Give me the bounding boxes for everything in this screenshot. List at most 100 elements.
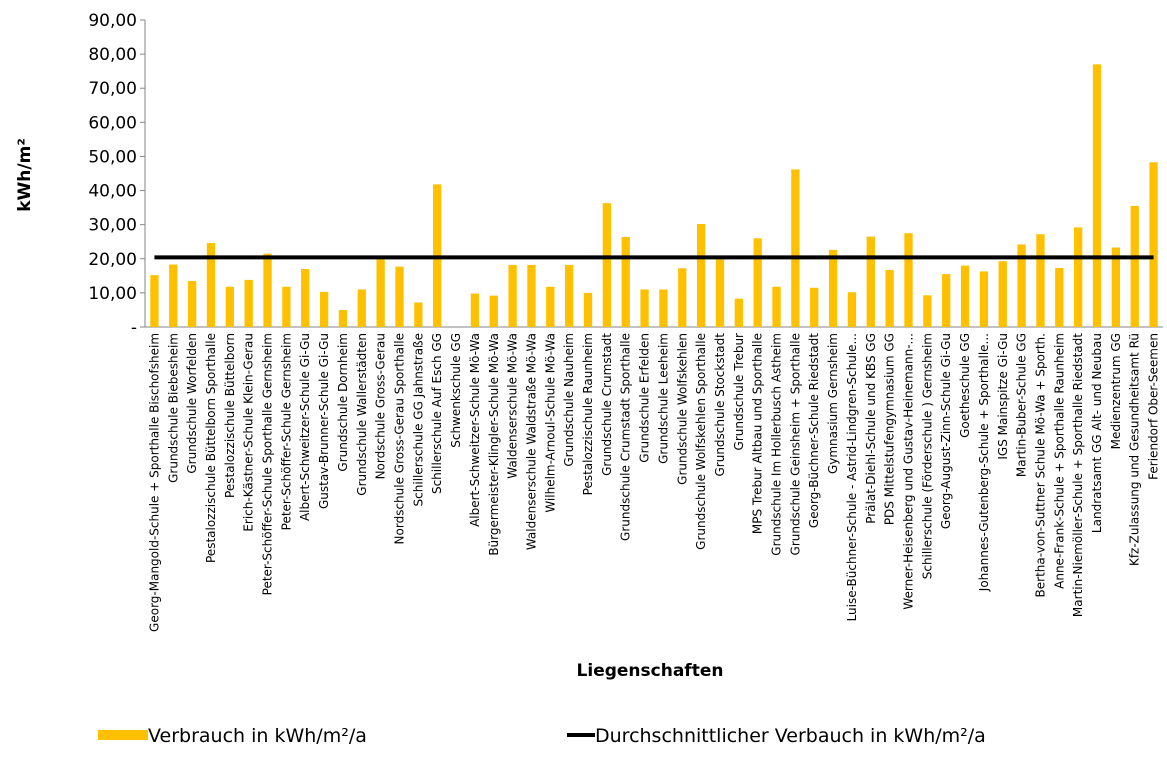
y-tick-label: 50,00	[88, 147, 137, 167]
bar	[1036, 234, 1045, 327]
bar	[678, 268, 687, 327]
bar	[357, 289, 366, 327]
x-tick-label: Grundschule Worfelden	[185, 333, 199, 474]
bar	[565, 264, 574, 327]
bar	[489, 295, 498, 327]
bar	[998, 261, 1007, 327]
x-tick-label: Grundschule Leeheim	[656, 333, 670, 464]
x-tick-label: Grundschule Wolfskehlen	[675, 333, 689, 485]
x-tick-label: Martin-Niemöller-Schule + Sporthalle Rie…	[1071, 333, 1085, 617]
bar	[904, 233, 913, 327]
x-tick-label: Gustav-Brunner-Schule Gi-Gu	[317, 333, 331, 509]
x-tick-label: Grundschule Wolfskehlen Sporthalle	[694, 333, 708, 550]
legend-swatch	[98, 730, 148, 740]
bar	[527, 264, 536, 327]
y-tick-label: 90,00	[88, 11, 137, 31]
bar	[979, 271, 989, 327]
y-tick-label: -	[131, 318, 137, 338]
bar	[395, 266, 404, 327]
x-tick-label: Waldenserschule Mö-Wa	[506, 333, 520, 479]
legend-label: Durchschnittlicher Verbauch in kWh/m²/a	[595, 725, 986, 747]
bar	[753, 238, 762, 327]
x-tick-label: Nordschule Gross-Gerau	[374, 333, 388, 479]
x-tick-label: Goetheschule GG	[958, 333, 972, 438]
x-tick-label: Albert-Schweitzer-Schule Gi-Gu	[298, 333, 312, 521]
x-tick-label: Anne-Frank-Schule + Sporthalle Raunheim	[1052, 333, 1066, 589]
x-tick-label: Pestalozzischule Büttelborn	[223, 333, 237, 498]
bar	[1055, 267, 1064, 327]
bar	[715, 259, 725, 327]
x-tick-label: Medienzentrum GG	[1109, 333, 1123, 449]
x-tick-label: Schillerschule GG Jahnstraße	[411, 333, 425, 506]
x-tick-label: Peter-Schöffer-Schule Sporthalle Gernshe…	[261, 333, 275, 595]
x-tick-label: Georg-Mangold-Schule + Sporthalle Bischo…	[147, 333, 161, 632]
x-tick-label: Nordschule Gross-Gerau Sporthalle	[393, 333, 407, 544]
bar	[942, 274, 951, 327]
bar	[169, 264, 178, 327]
bar	[1092, 64, 1102, 327]
x-tick-label: Wilhelm-Arnoul-Schule Mö-Wa	[543, 333, 557, 513]
y-tick-label: 40,00	[88, 182, 137, 202]
x-tick-label: Gymnasium Gernsheim	[826, 333, 840, 474]
bar	[470, 293, 480, 327]
x-tick-label: Grundschule Crumstadt	[600, 333, 614, 476]
x-tick-label: Grundschule Dornheim	[336, 333, 350, 472]
x-tick-label: Albert-Schweitzer-Schule Mö-Wa	[468, 333, 482, 527]
bar	[187, 280, 197, 327]
bar	[376, 259, 385, 327]
x-tick-label: Prälat-Diehl-Schule und KBS GG	[864, 333, 878, 524]
x-tick-label: Grundschule Stockstadt	[713, 333, 727, 477]
bar	[923, 295, 932, 327]
x-tick-label: Pestalozzischule Büttelborn Sporthalle	[204, 333, 218, 563]
bar	[263, 253, 272, 327]
bar	[414, 302, 423, 327]
y-tick-label: 10,00	[88, 284, 137, 304]
bar	[810, 287, 819, 327]
y-tick-label: 80,00	[88, 45, 137, 65]
x-tick-label: Pestalozzischule Raunheim	[581, 333, 595, 495]
x-tick-label: Peter-Schöffer-Schule Gernsheim	[279, 333, 293, 530]
bar	[244, 279, 253, 327]
y-tick-label: 60,00	[88, 113, 137, 133]
x-tick-label: Grundschule Erfelden	[638, 333, 652, 463]
x-tick-label: Martin-Buber-Schule GG	[1015, 333, 1029, 477]
bar	[1074, 227, 1083, 327]
bar	[696, 223, 706, 327]
bar	[301, 269, 310, 327]
x-tick-label: PDS Mittelstufengymnasium GG	[883, 333, 897, 525]
x-tick-label: Erich-Kästner-Schule Klein-Gerau	[242, 333, 256, 532]
bar	[338, 309, 348, 327]
bar	[640, 289, 649, 327]
x-tick-label: Johannes-Gutenberg-Schule + Sporthalle..…	[977, 333, 991, 592]
bar	[866, 236, 875, 327]
bar	[772, 286, 781, 327]
bar	[319, 291, 329, 327]
x-tick-label: MPS Trebur Altbau und Sporthalle	[751, 333, 765, 534]
x-axis-title: Liegenschaften	[577, 661, 724, 681]
x-tick-label: Grundschule Crumstadt Sporthalle	[619, 333, 633, 541]
bar	[828, 249, 838, 327]
bar	[621, 236, 630, 327]
x-tick-label: Grundschule Biebesheim	[166, 333, 180, 483]
bar	[546, 286, 555, 327]
bar	[960, 265, 970, 327]
bar	[847, 292, 857, 327]
x-tick-label: Landratsamt GG Alt- und Neubau	[1090, 333, 1104, 533]
bar	[1111, 247, 1121, 327]
y-axis-title: kWh/m²	[15, 138, 35, 212]
x-tick-label: Schillerschule Auf Esch GG	[430, 333, 444, 494]
x-tick-label: Grundschule Wallerstädten	[355, 333, 369, 496]
bar	[602, 203, 612, 327]
bar	[150, 275, 159, 327]
bar	[583, 292, 593, 327]
x-tick-label: Feriendorf Ober-Seemen	[1147, 333, 1161, 480]
y-tick-label: 30,00	[88, 216, 137, 236]
x-tick-label: Schwenkschule GG	[449, 333, 463, 448]
x-tick-label: Grundschule Trebur	[732, 333, 746, 450]
bar	[282, 286, 291, 327]
x-tick-label: Georg-Büchner-Schule Riedstadt	[807, 333, 821, 528]
bar	[1149, 162, 1158, 327]
x-tick-label: Bürgermeister-Klingler-Schule Mö-Wa	[487, 333, 501, 556]
bar	[791, 169, 800, 327]
